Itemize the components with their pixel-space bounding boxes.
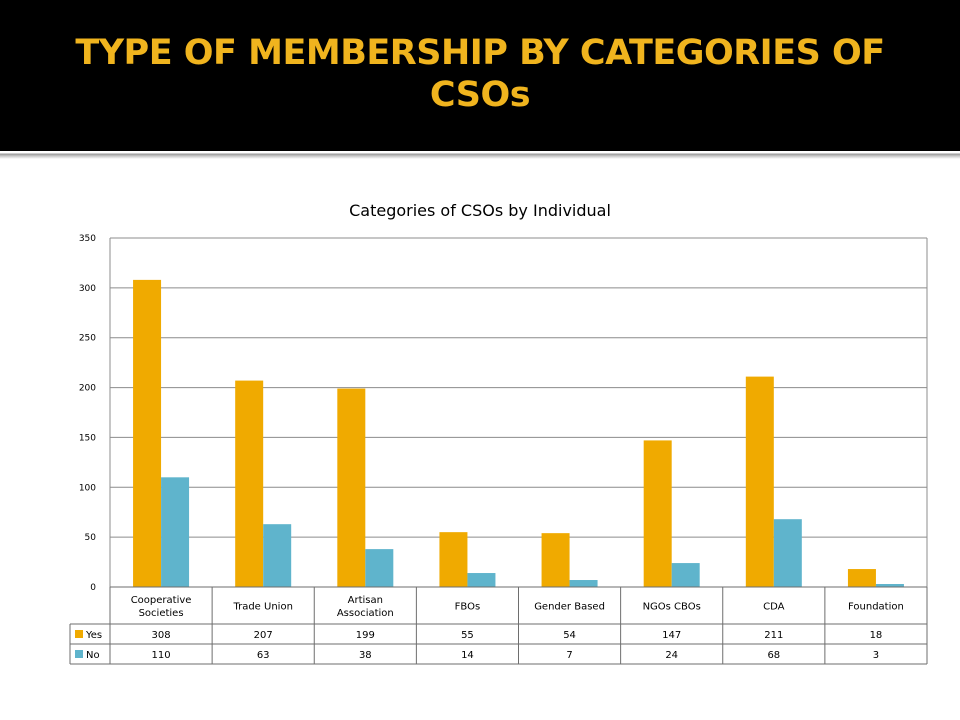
data-label-yes: 199 <box>356 630 375 641</box>
y-tick-label: 200 <box>79 384 96 394</box>
data-label-yes: 55 <box>461 630 474 641</box>
x-category-label: Artisan <box>348 595 383 606</box>
x-category-label: CDA <box>763 602 785 613</box>
x-category-label: FBOs <box>455 602 481 613</box>
x-category-label: Trade Union <box>232 602 292 613</box>
data-label-no: 38 <box>359 650 372 661</box>
slide-title: TYPE OF MEMBERSHIP BY CATEGORIES OF CSOs <box>75 33 885 115</box>
y-tick-label: 100 <box>79 483 96 493</box>
x-category-label: Foundation <box>848 602 904 613</box>
data-label-yes: 211 <box>764 630 783 641</box>
data-label-no: 3 <box>873 650 879 661</box>
data-label-yes: 147 <box>662 630 681 641</box>
y-tick-label: 300 <box>79 284 96 294</box>
legend-label-no: No <box>86 650 100 661</box>
data-label-yes: 18 <box>870 630 883 641</box>
x-category-label: Association <box>337 608 394 619</box>
bar-no <box>365 549 394 587</box>
bar-no <box>263 524 292 587</box>
x-category-label: Gender Based <box>534 602 605 613</box>
bar-no <box>467 573 496 587</box>
title-banner: TYPE OF MEMBERSHIP BY CATEGORIES OF CSOs <box>0 0 960 151</box>
data-label-no: 7 <box>566 650 572 661</box>
bar-no <box>161 477 190 587</box>
data-label-no: 24 <box>665 650 678 661</box>
legend-label-yes: Yes <box>85 630 102 641</box>
bar-yes <box>643 440 672 587</box>
data-label-yes: 207 <box>254 630 273 641</box>
x-category-label: Cooperative <box>131 595 192 606</box>
y-tick-label: 150 <box>79 433 96 443</box>
bar-yes <box>439 532 468 587</box>
bar-yes <box>133 279 162 587</box>
y-tick-label: 350 <box>79 234 96 244</box>
data-label-no: 110 <box>152 650 171 661</box>
data-label-yes: 308 <box>152 630 171 641</box>
bar-no <box>875 584 904 587</box>
legend-key-yes <box>75 630 83 638</box>
x-category-label: Societies <box>139 608 184 619</box>
data-label-no: 14 <box>461 650 474 661</box>
bar-yes <box>541 533 570 587</box>
title-divider <box>0 151 960 159</box>
bar-no <box>773 519 802 587</box>
bar-yes <box>847 569 876 587</box>
bar-yes <box>337 388 366 587</box>
x-category-label: NGOs CBOs <box>643 602 701 613</box>
y-tick-label: 250 <box>79 334 96 344</box>
legend-key-no <box>75 650 83 658</box>
data-label-yes: 54 <box>563 630 576 641</box>
bar-no <box>671 563 700 587</box>
y-tick-label: 50 <box>85 533 97 543</box>
chart-title: Categories of CSOs by Individual <box>349 201 611 220</box>
data-label-no: 63 <box>257 650 270 661</box>
bar-yes <box>235 380 264 587</box>
bar-yes <box>745 376 774 587</box>
data-label-no: 68 <box>767 650 780 661</box>
bar-no <box>569 580 598 587</box>
y-tick-label: 0 <box>90 583 96 593</box>
